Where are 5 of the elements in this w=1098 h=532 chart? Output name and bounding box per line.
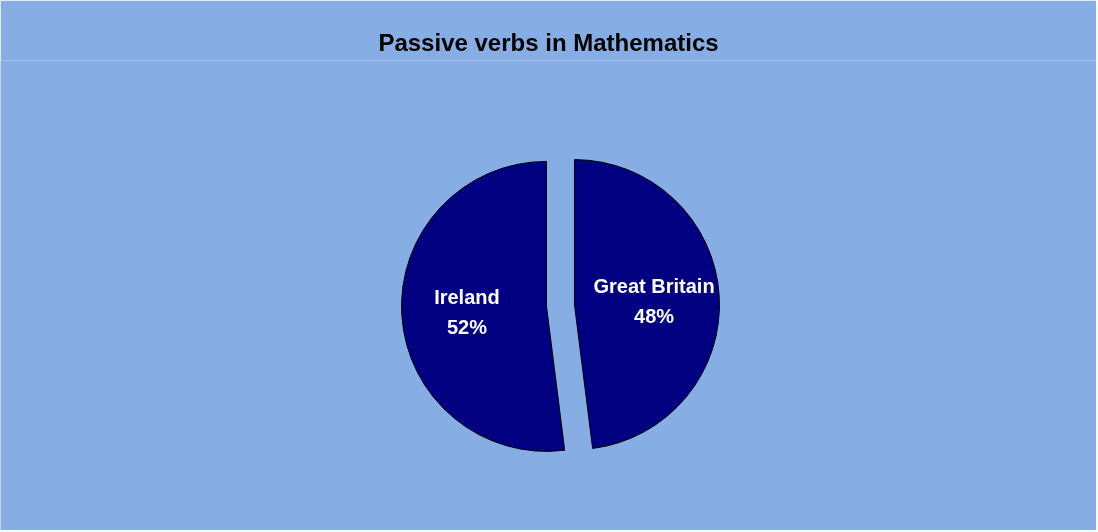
- data-label: 52%: [446, 316, 488, 339]
- chart-title: Passive verbs in Mathematics: [378, 28, 719, 56]
- slice-label: Ireland: [434, 286, 500, 309]
- slice-label: Great Britain: [593, 274, 715, 297]
- data-label: 48%: [634, 304, 675, 327]
